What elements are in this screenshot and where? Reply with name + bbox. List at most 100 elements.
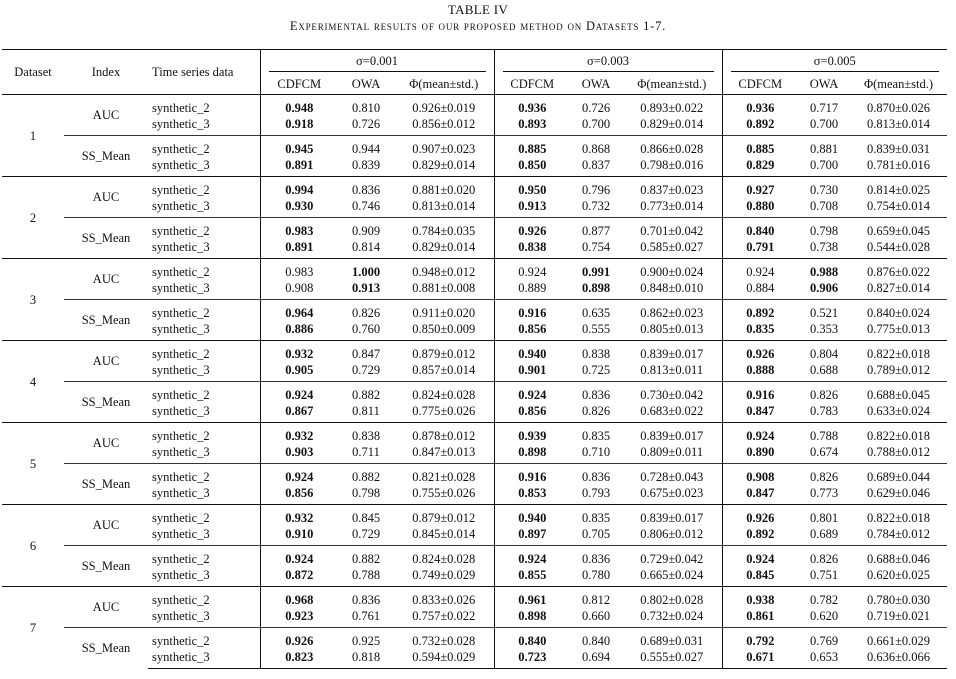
cell-owa: 0.738 (798, 239, 850, 259)
cell-cdfcm: 0.791 (721, 239, 798, 259)
cell-value: 0.836 (351, 183, 381, 197)
cell-value: 0.769 (809, 634, 839, 648)
cell-value: 0.780 (581, 568, 611, 582)
cell-value: 0.870±0.026 (866, 101, 931, 115)
cell-value: 0.850±0.009 (412, 322, 476, 336)
cell-phi: 0.732±0.028 (394, 627, 494, 649)
cell-owa: 0.925 (338, 627, 394, 649)
cell-cdfcm: 0.964 (259, 299, 338, 321)
cell-phi: 0.757±0.022 (394, 608, 494, 628)
cell-value: 0.936 (518, 101, 547, 115)
cell-owa: 1.000 (338, 258, 394, 280)
series-name: synthetic_3 (152, 527, 210, 541)
cell-cdfcm: 0.927 (721, 176, 798, 198)
cell-value: 0.813±0.014 (866, 117, 931, 131)
cell-value: 0.660 (581, 609, 611, 623)
cell-value: 0.918 (285, 117, 314, 131)
cell-value: 0.792 (746, 634, 775, 648)
cell-value: 0.898 (518, 445, 547, 459)
cell-owa: 0.793 (570, 485, 622, 505)
series-name: synthetic_2 (148, 217, 260, 239)
cell-value: 0.826 (351, 306, 381, 320)
cell-cdfcm: 0.847 (721, 485, 798, 505)
cell-phi: 0.881±0.020 (394, 176, 494, 198)
cell-value: 0.888 (746, 363, 775, 377)
cell-value: 0.948±0.012 (412, 265, 476, 279)
cell-value: 0.775±0.013 (866, 322, 931, 336)
cell-cdfcm: 0.916 (493, 463, 570, 485)
cell-cdfcm: 0.898 (493, 444, 570, 464)
cell-value: 0.932 (285, 511, 314, 525)
cell-phi: 0.813±0.014 (394, 198, 494, 218)
cell-value: 0.879±0.012 (412, 347, 476, 361)
cell-owa: 0.689 (798, 526, 850, 546)
cell-cdfcm: 0.856 (259, 485, 338, 505)
cell-owa: 0.635 (570, 299, 622, 321)
cell-cdfcm: 0.950 (493, 176, 570, 198)
cell-value: 0.909 (351, 224, 381, 238)
cell-owa: 0.660 (570, 608, 622, 628)
cell-owa: 0.812 (570, 586, 622, 608)
cell-owa: 0.835 (570, 422, 622, 444)
cell-value: 0.751 (809, 568, 839, 582)
cell-owa: 0.909 (338, 217, 394, 239)
cell-phi: 0.788±0.012 (850, 444, 947, 464)
cell-phi: 0.755±0.026 (394, 485, 494, 505)
cell-value: 0.784±0.012 (866, 527, 931, 541)
cell-value: 0.924 (746, 552, 775, 566)
series-name: synthetic_2 (148, 258, 260, 280)
cell-value: 0.845 (746, 568, 775, 582)
cell-value: 0.847 (351, 347, 381, 361)
cell-cdfcm: 0.792 (721, 627, 798, 649)
cell-phi: 0.824±0.028 (394, 545, 494, 567)
cell-value: 0.916 (518, 306, 547, 320)
cell-value: 0.948 (285, 101, 314, 115)
cell-value: 0.705 (581, 527, 611, 541)
cell-phi: 0.688±0.046 (850, 545, 948, 567)
cell-owa: 0.836 (570, 545, 622, 567)
table-row: synthetic_3 0.891 0.814 0.829±0.014 0.838 0.7… (2, 239, 947, 259)
cell-value: 0.924 (518, 265, 547, 279)
cell-value: 0.824±0.028 (412, 552, 476, 566)
cell-cdfcm: 0.940 (493, 340, 570, 362)
cell-owa: 0.717 (798, 94, 850, 116)
cell-value: 0.810 (351, 101, 381, 115)
cell-value: 0.798 (351, 486, 381, 500)
cell-value: 0.801 (809, 511, 839, 525)
header-sigma-2: σ=0.003 (493, 49, 722, 74)
table-row: synthetic_3 0.867 0.811 0.775±0.026 0.856 0.8… (2, 403, 947, 423)
cell-phi: 0.822±0.018 (850, 504, 948, 526)
cell-phi: 0.881±0.008 (394, 280, 494, 300)
cell-value: 0.789±0.012 (866, 363, 931, 377)
header-owa: OWA (798, 74, 850, 95)
cell-value: 0.924 (746, 265, 775, 279)
cell-owa: 0.700 (570, 116, 622, 136)
cell-value: 0.688 (809, 363, 839, 377)
cell-value: 0.885 (518, 142, 547, 156)
index-label: SS_Mean (64, 463, 148, 505)
cell-owa: 0.780 (570, 567, 622, 587)
cell-phi: 0.633±0.024 (850, 403, 947, 423)
cell-value: 0.877 (581, 224, 611, 238)
cell-value: 0.726 (581, 101, 611, 115)
cell-value: 0.754 (581, 240, 611, 254)
cell-value: 0.836 (351, 593, 381, 607)
cell-cdfcm: 0.903 (259, 444, 338, 464)
cell-value: 0.818 (351, 650, 381, 664)
cell-cdfcm: 0.926 (721, 504, 798, 526)
table-row: SS_Mean synthetic_2 0.924 0.882 0.821±0.028 0… (2, 463, 948, 505)
cell-cdfcm: 0.723 (493, 649, 570, 669)
series-name: synthetic_2 (148, 94, 260, 116)
header-cdfcm: CDFCM (259, 74, 338, 95)
cell-value: 0.853 (518, 486, 547, 500)
cell-owa: 0.811 (338, 403, 394, 423)
cell-value: 0.822±0.018 (866, 429, 931, 443)
index-label: SS_Mean (64, 627, 148, 669)
index-label: AUC (64, 176, 148, 218)
cell-value: 0.633±0.024 (866, 404, 931, 418)
series-name: synthetic_3 (152, 445, 210, 459)
cell-value: 0.940 (518, 347, 547, 361)
cell-cdfcm: 0.916 (493, 299, 570, 321)
cell-value: 0.689 (809, 527, 839, 541)
cell-value: 0.892 (746, 527, 775, 541)
